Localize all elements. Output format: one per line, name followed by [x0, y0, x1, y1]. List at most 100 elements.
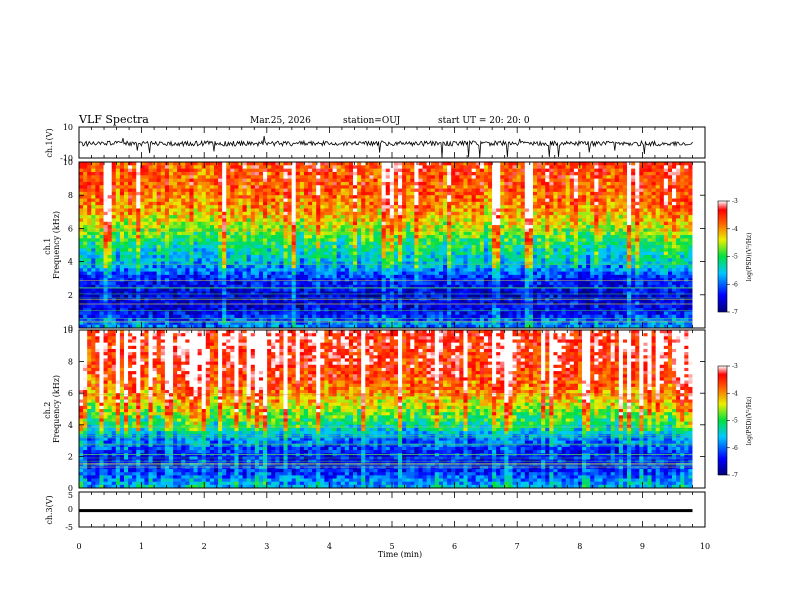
spectrogram-cell — [189, 321, 194, 326]
spectrogram-cell — [410, 261, 415, 266]
spectrogram-cell — [230, 221, 235, 226]
spectrogram-cell — [132, 195, 137, 199]
spectrogram-cell — [287, 245, 293, 249]
spectrogram-cell — [119, 294, 125, 299]
spectrogram-cell — [189, 205, 194, 209]
spectrogram-cell — [148, 268, 154, 272]
spectrogram-cell — [193, 215, 199, 219]
spectrogram-cell — [111, 235, 117, 239]
spectrogram-cell — [299, 191, 305, 196]
spectrogram-cell — [148, 248, 154, 253]
spectrogram-cell — [467, 321, 473, 326]
spectrogram-cell — [406, 211, 411, 216]
spectrogram-cell — [250, 314, 256, 319]
spectrogram-cell — [398, 208, 403, 213]
spectrogram-cell — [205, 261, 211, 266]
spectrogram-cell — [99, 185, 104, 189]
spectrogram-cell — [344, 181, 350, 186]
spectrogram-cell — [418, 318, 423, 322]
spectrogram-cell — [185, 175, 190, 179]
spectrogram-cell — [136, 231, 141, 236]
spectrogram-cell — [246, 238, 252, 243]
spectrogram-cell — [398, 238, 403, 243]
spectrogram-cell — [119, 191, 125, 196]
spectrogram-cell — [218, 175, 223, 179]
spectrogram-cell — [99, 178, 104, 183]
spectrogram-cell — [340, 241, 346, 246]
spectrogram-cell — [111, 185, 117, 189]
spectrogram-cell — [455, 208, 460, 213]
spectrogram-cell — [152, 271, 158, 276]
spectrogram-cell — [438, 281, 444, 286]
spectrogram-cell — [299, 211, 305, 216]
spectrogram-cell — [455, 311, 460, 316]
spectrogram-cell — [119, 261, 125, 266]
spectrogram-cell — [447, 165, 452, 170]
spectrogram-cell — [353, 165, 358, 170]
spectrogram-cell — [148, 314, 154, 319]
spectrogram-cell — [373, 241, 378, 246]
spectrogram-cell — [205, 208, 211, 213]
spectrogram-cell — [267, 274, 272, 279]
spectrogram-cell — [320, 162, 325, 166]
spectrogram-cell — [426, 251, 432, 256]
spectrogram-cell — [119, 205, 125, 209]
spectrogram-cell — [402, 205, 407, 209]
spectrogram-cell — [361, 271, 366, 276]
spectrogram-cell — [308, 321, 313, 326]
spectrogram-cell — [242, 318, 248, 322]
spectrogram-cell — [152, 188, 158, 193]
spectrogram-cell — [230, 301, 235, 306]
spectrogram-cell — [287, 221, 293, 226]
spectrogram-cell — [238, 298, 243, 302]
spectrogram-cell — [336, 205, 342, 209]
spectrogram-cell — [389, 291, 395, 296]
spectrogram-cell — [381, 308, 387, 312]
spectrogram-cell — [418, 324, 423, 329]
spectrogram-cell — [438, 175, 444, 179]
spectrogram-cell — [79, 225, 84, 229]
spectrogram-cell — [95, 264, 100, 269]
spectrogram-cell — [246, 294, 252, 299]
spectrogram-cell — [222, 314, 227, 319]
spectrogram-cell — [238, 215, 243, 219]
spectrogram-cell — [148, 241, 154, 246]
spectrogram-cell — [250, 248, 256, 253]
spectrogram-cell — [299, 298, 305, 302]
spectrogram-cell — [267, 215, 272, 219]
spectrogram-cell — [115, 195, 121, 199]
spectrogram-cell — [250, 281, 256, 286]
spectrogram-cell — [373, 268, 378, 272]
spectrogram-cell — [209, 254, 215, 259]
spectrogram-cell — [103, 298, 109, 302]
spectrogram-cell — [451, 248, 456, 253]
spectrogram-cell — [385, 294, 391, 299]
spectrogram-cell — [348, 251, 354, 256]
spectrogram-cell — [398, 185, 403, 189]
spectrogram-cell — [332, 191, 338, 196]
spectrogram-cell — [103, 178, 109, 183]
spectrogram-cell — [295, 171, 301, 176]
spectrogram-cell — [373, 245, 378, 249]
spectrogram-cell — [128, 198, 133, 203]
spectrogram-cell — [336, 171, 342, 176]
spectrogram-cell — [340, 298, 346, 302]
spectrogram-cell — [250, 162, 256, 166]
spectrogram-cell — [144, 264, 149, 269]
spectrogram-cell — [107, 288, 113, 292]
spectrogram-cell — [144, 308, 149, 312]
spectrogram-cell — [430, 195, 436, 199]
spectrogram-cell — [275, 258, 280, 262]
spectrogram-cell — [205, 324, 211, 329]
spectrogram-cell — [275, 171, 280, 176]
spectrogram-cell — [246, 258, 252, 262]
spectrogram-cell — [242, 298, 248, 302]
spectrogram-cell — [213, 198, 219, 203]
spectrogram-cell — [332, 321, 338, 326]
spectrogram-cell — [373, 162, 378, 166]
spectrogram-cell — [336, 288, 342, 292]
spectrogram-cell — [164, 324, 170, 329]
spectrogram-cell — [140, 245, 145, 249]
spectrogram-cell — [83, 171, 88, 176]
spectrogram-cell — [328, 162, 333, 166]
